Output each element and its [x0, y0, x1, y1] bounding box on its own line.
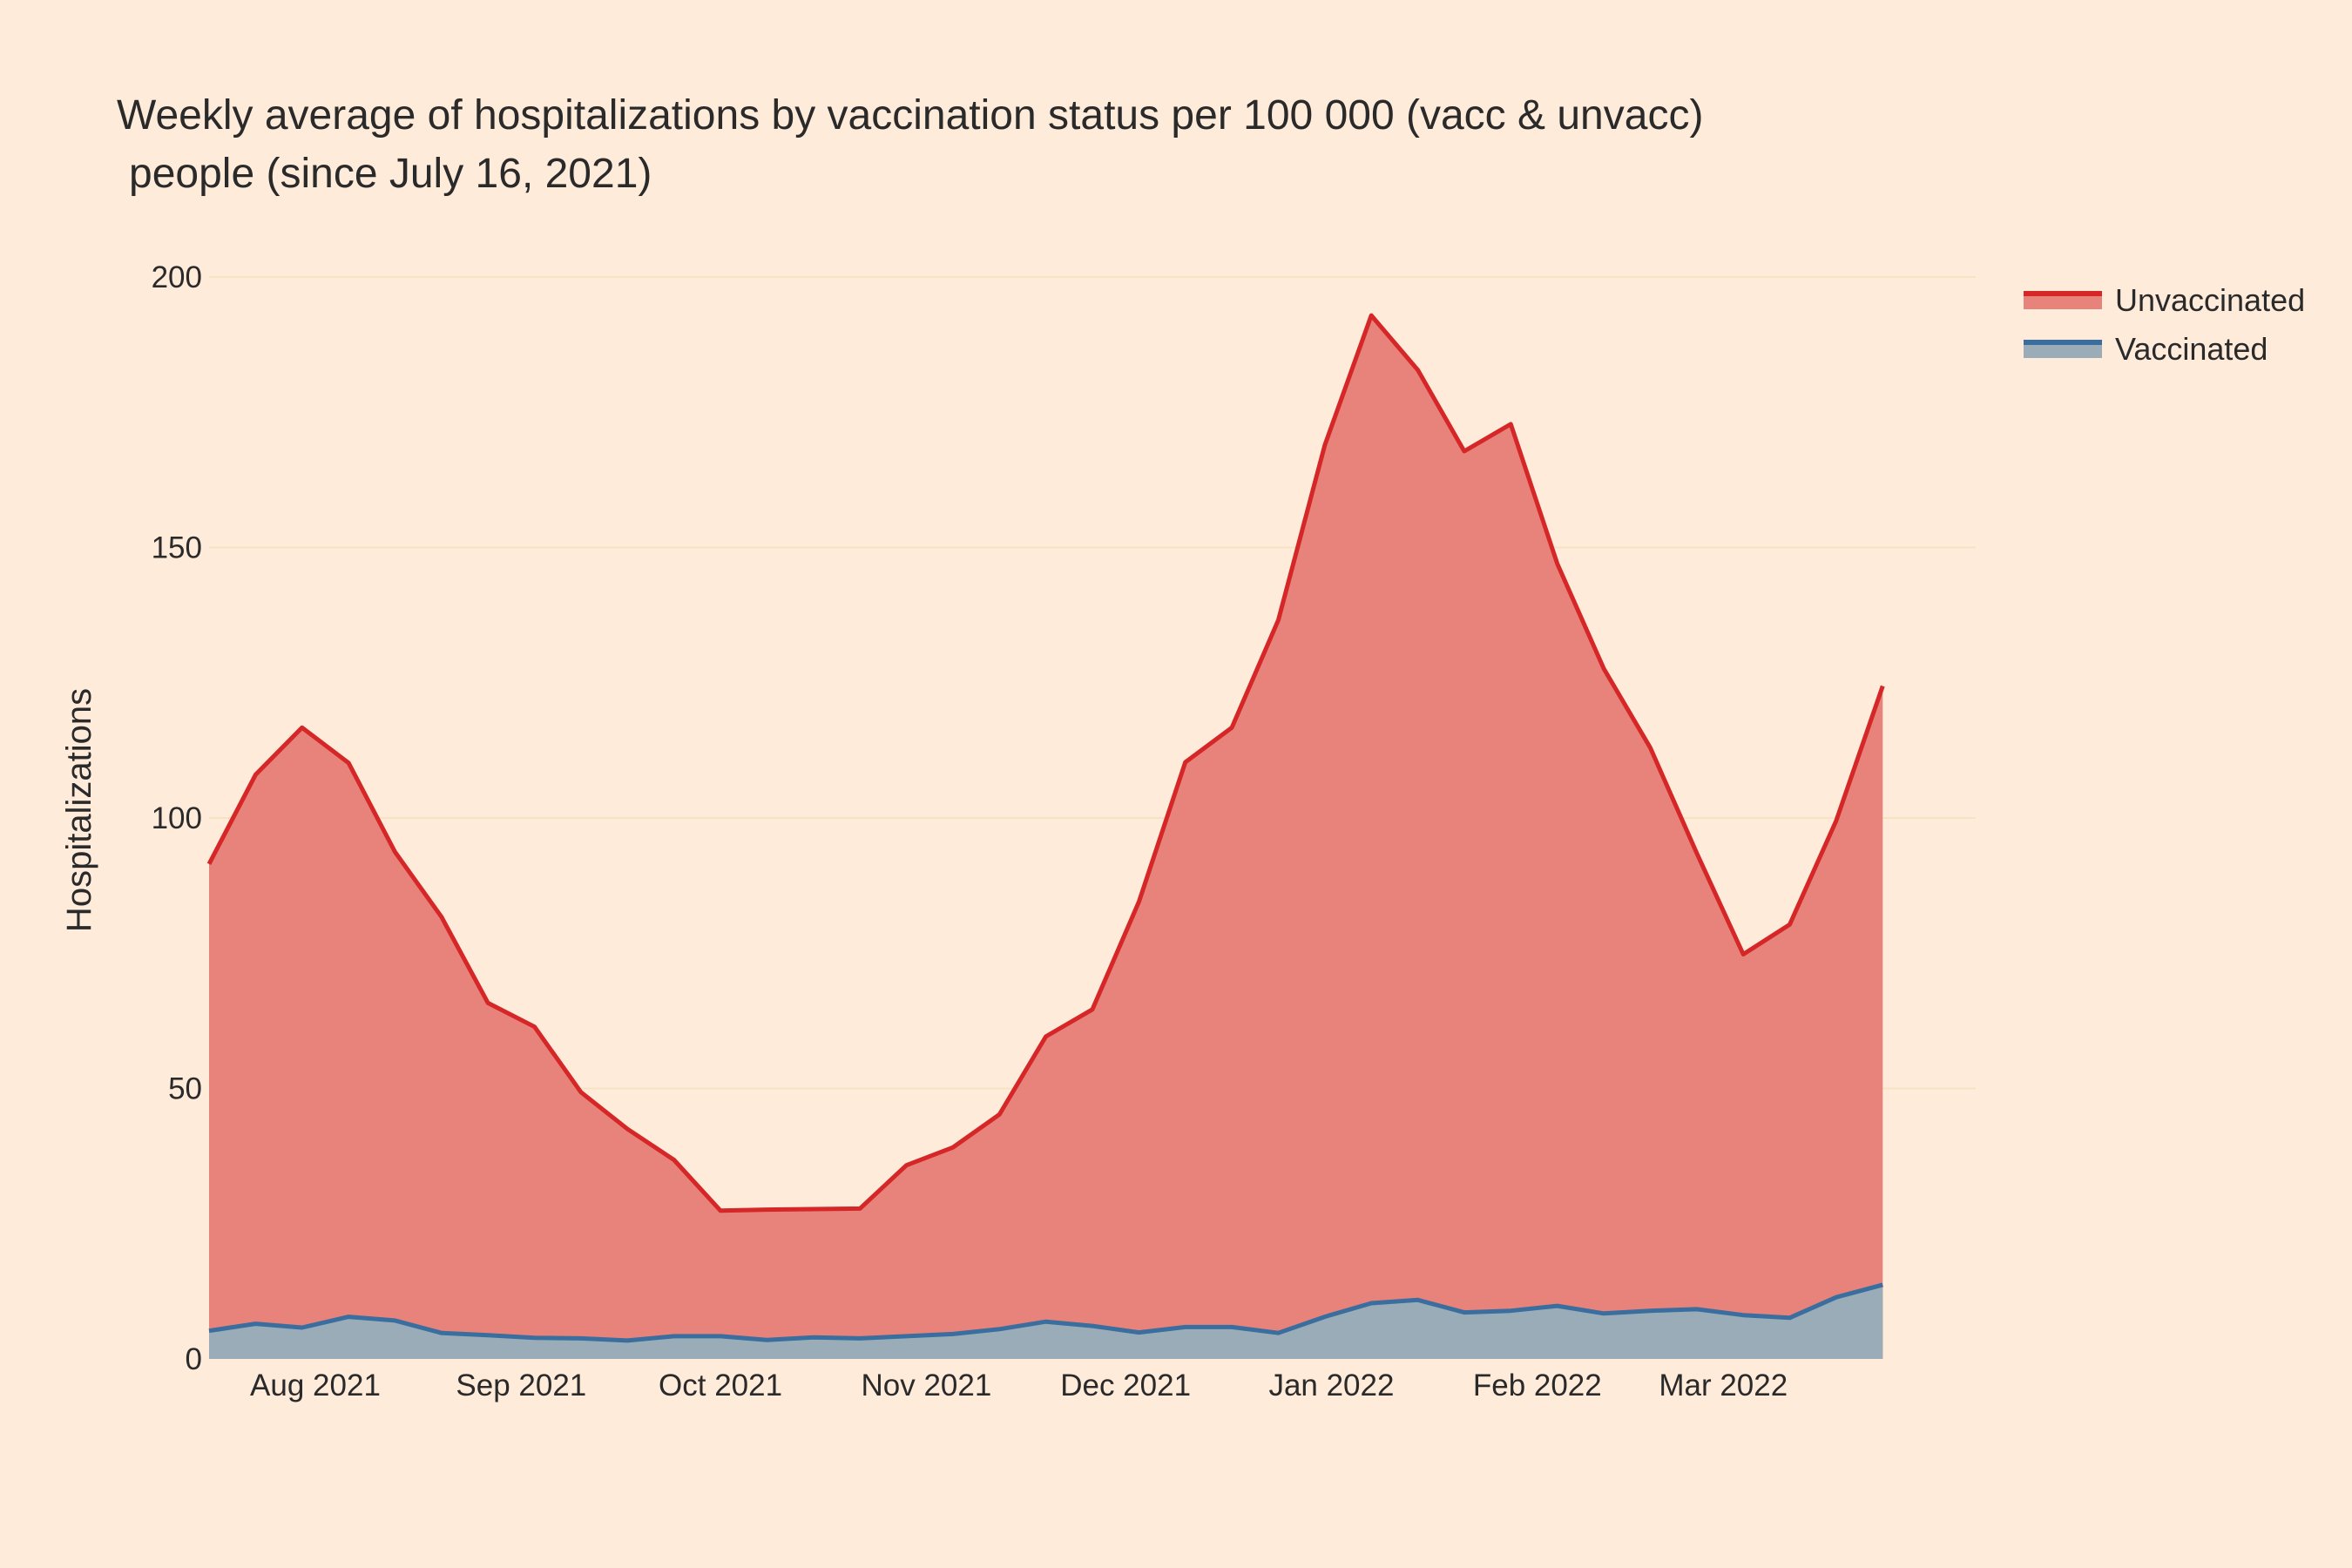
series-line-unvaccinated: [206, 313, 1885, 1213]
area-fill-unvaccinated: [209, 315, 1883, 1360]
x-axis: Aug 2021 Sep 2021 Oct 2021 Nov 2021 Dec 2021…: [250, 1369, 1788, 1402]
legend[interactable]: Unvaccinated Vaccinated: [2024, 282, 2305, 367]
y-axis: 0 50 100 150 200: [152, 260, 202, 1376]
legend-item-unvaccinated[interactable]: Unvaccinated: [2024, 282, 2305, 318]
series-line-vaccinated: [208, 1282, 1883, 1343]
y-tick-label: 50: [168, 1072, 202, 1106]
chart-title-line2: people (since July 16, 2021): [129, 151, 652, 197]
legend-label: Vaccinated: [2115, 331, 2268, 367]
x-tick-label: Jan 2022: [1268, 1369, 1394, 1402]
x-tick-label: Sep 2021: [456, 1369, 586, 1402]
x-tick-label: Mar 2022: [1659, 1369, 1788, 1402]
legend-swatch-fill: [2024, 342, 2102, 358]
plot-area: [206, 313, 1885, 1360]
legend-label: Unvaccinated: [2115, 282, 2305, 318]
x-tick-label: Aug 2021: [250, 1369, 381, 1402]
chart-title: Weekly average of hospitalizations by va…: [117, 92, 1703, 139]
legend-item-vaccinated[interactable]: Vaccinated: [2024, 331, 2268, 367]
x-tick-label: Oct 2021: [659, 1369, 782, 1402]
y-tick-label: 100: [152, 801, 202, 835]
y-tick-label: 200: [152, 260, 202, 294]
y-tick-label: 0: [186, 1342, 202, 1376]
x-tick-label: Feb 2022: [1473, 1369, 1602, 1402]
x-tick-label: Dec 2021: [1060, 1369, 1191, 1402]
y-axis-title: Hospitalizations: [60, 688, 98, 932]
legend-swatch-fill: [2024, 294, 2102, 309]
y-tick-label: 150: [152, 531, 202, 565]
x-tick-label: Nov 2021: [861, 1369, 991, 1402]
